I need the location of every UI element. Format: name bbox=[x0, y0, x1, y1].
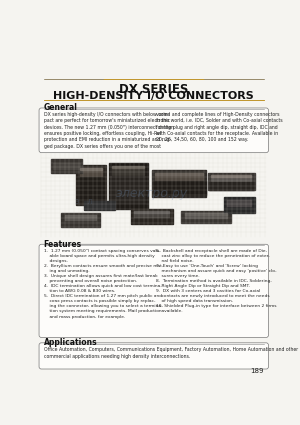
Bar bbox=[112, 166, 145, 175]
Bar bbox=[152, 170, 206, 197]
Text: General: General bbox=[44, 103, 78, 112]
Bar bbox=[76, 165, 106, 205]
Text: HIGH-DENSITY I/O CONNECTORS: HIGH-DENSITY I/O CONNECTORS bbox=[53, 91, 254, 101]
Bar bbox=[208, 173, 254, 190]
Bar bbox=[112, 166, 145, 168]
Bar bbox=[224, 197, 254, 212]
Bar bbox=[41, 153, 266, 237]
Bar bbox=[80, 168, 102, 170]
Bar bbox=[109, 163, 148, 209]
Bar bbox=[181, 211, 231, 224]
Bar bbox=[53, 163, 80, 169]
Bar bbox=[134, 211, 169, 212]
Bar bbox=[64, 215, 96, 217]
Bar bbox=[80, 168, 102, 176]
Bar bbox=[211, 175, 251, 177]
Text: Office Automation, Computers, Communications Equipment, Factory Automation, Home: Office Automation, Computers, Communicat… bbox=[44, 348, 298, 359]
Text: DX series high-density I/O connectors with below com-
pact are perfect for tomor: DX series high-density I/O connectors wi… bbox=[44, 112, 174, 149]
Text: 1.  1.27 mm (0.050") contact spacing conserves valu-
    able board space and pe: 1. 1.27 mm (0.050") contact spacing cons… bbox=[44, 249, 164, 319]
Bar bbox=[134, 211, 169, 217]
FancyBboxPatch shape bbox=[39, 244, 268, 337]
Bar bbox=[84, 201, 115, 210]
Bar bbox=[153, 181, 206, 195]
Bar bbox=[130, 209, 173, 224]
Bar bbox=[110, 176, 145, 203]
FancyBboxPatch shape bbox=[39, 108, 268, 153]
Bar bbox=[52, 159, 82, 173]
Text: Applications: Applications bbox=[44, 338, 97, 347]
Bar bbox=[185, 213, 227, 218]
Bar bbox=[61, 212, 100, 227]
FancyBboxPatch shape bbox=[39, 343, 268, 369]
Bar bbox=[78, 176, 104, 200]
Text: 189: 189 bbox=[250, 368, 264, 374]
Bar bbox=[211, 175, 251, 181]
Text: э   л: э л bbox=[75, 197, 93, 206]
Bar bbox=[155, 173, 203, 180]
Text: электро.ру: электро.ру bbox=[116, 187, 188, 200]
Text: 6.  Backshell and receptacle shell are made of Die-
    cast zinc alloy to reduc: 6. Backshell and receptacle shell are ma… bbox=[156, 249, 277, 314]
Bar bbox=[226, 200, 251, 206]
Bar bbox=[64, 215, 96, 220]
Bar bbox=[209, 182, 254, 190]
Bar bbox=[185, 213, 227, 215]
Text: DX SERIES: DX SERIES bbox=[119, 83, 188, 96]
Text: Features: Features bbox=[44, 240, 82, 249]
Text: varied and complete lines of High-Density connectors
in the world, i.e. IDC, Sol: varied and complete lines of High-Densit… bbox=[156, 112, 283, 142]
Bar bbox=[155, 173, 203, 175]
